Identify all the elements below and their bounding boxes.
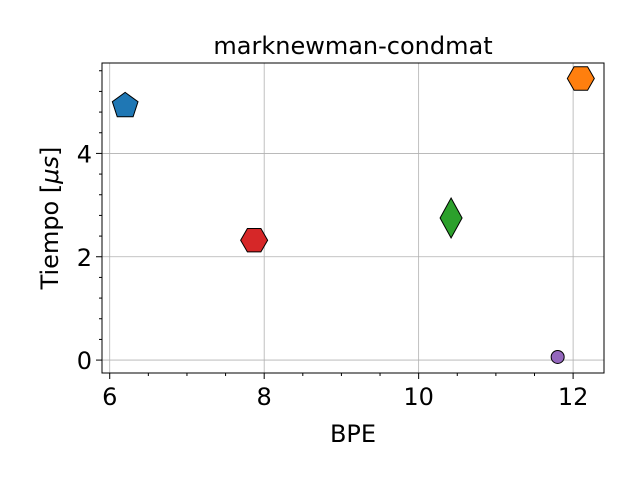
x-tick-label: 10 <box>403 383 434 411</box>
x-tick-label: 12 <box>558 383 589 411</box>
y-axis-label: Tiempo [μs] <box>36 147 64 291</box>
y-tick-label: 2 <box>77 244 92 272</box>
x-axis-label: BPE <box>330 420 376 448</box>
chart-title: marknewman-condmat <box>213 32 492 60</box>
x-tick-label: 8 <box>257 383 272 411</box>
data-point-hexagon <box>240 228 269 253</box>
x-tick-label: 6 <box>102 383 117 411</box>
data-point-pentagon <box>111 91 139 118</box>
plot-frame <box>101 62 605 374</box>
data-points <box>111 66 595 364</box>
major-ticks <box>96 152 574 379</box>
data-point-diamond <box>439 196 463 240</box>
data-point-circle <box>550 349 565 364</box>
data-point-hexagon <box>566 66 595 91</box>
y-tick-label: 4 <box>77 140 92 168</box>
y-tick-label: 0 <box>77 347 92 375</box>
grid-lines <box>102 63 604 373</box>
minor-ticks <box>99 70 535 376</box>
